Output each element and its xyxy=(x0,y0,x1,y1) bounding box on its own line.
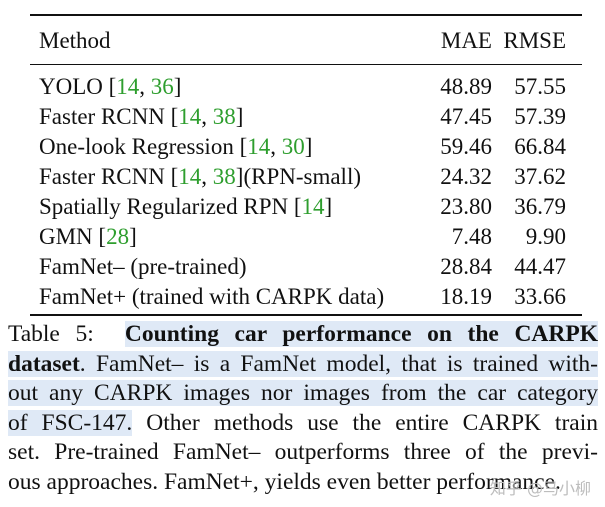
cell-mae: 47.45 xyxy=(440,104,492,129)
cell-rmse: 57.39 xyxy=(514,104,566,129)
caption-line4-hl: of FSC-147. xyxy=(8,409,133,436)
table-row: Faster RCNN [14, 38] 47.45 57.39 xyxy=(30,102,582,132)
cell-mae: 59.46 xyxy=(440,134,492,159)
method-suffix: ] xyxy=(173,74,182,99)
table-row: One-look Regression [14, 30] 59.46 66.84 xyxy=(30,132,582,162)
method-suffix: ] xyxy=(129,224,137,249)
table-row: GMN [28] 7.48 9.90 xyxy=(30,222,582,252)
header-mae: MAE xyxy=(440,28,492,53)
citation-link[interactable]: 14 xyxy=(178,104,202,129)
caption-line-4: of FSC-147. Other methods use the entire… xyxy=(8,409,598,439)
cell-method: FamNet+ (trained with CARPK data) xyxy=(39,282,384,312)
watermark: 知乎 @马小柳 xyxy=(489,479,591,498)
ref-separator: , xyxy=(270,134,282,159)
citation-link[interactable]: 28 xyxy=(106,224,130,249)
cell-method: YOLO [14, 36] xyxy=(39,72,181,102)
cell-rmse: 9.90 xyxy=(525,224,566,249)
cell-rmse: 37.62 xyxy=(514,164,566,189)
table-row: FamNet– (pre-trained) 28.84 44.47 xyxy=(30,252,582,282)
cell-mae: 48.89 xyxy=(440,74,492,99)
method-text: One-look Regression [ xyxy=(39,134,248,159)
caption-line5: set. Pre-trained FamNet– outperforms thr… xyxy=(8,439,598,465)
method-text: Faster RCNN [ xyxy=(39,164,179,189)
table-top-rule xyxy=(30,14,582,16)
method-suffix: ] xyxy=(324,194,333,219)
table-bottom-rule xyxy=(30,314,582,316)
method-suffix: ] xyxy=(304,134,313,159)
method-suffix: ] xyxy=(235,104,244,129)
method-text: YOLO [ xyxy=(39,74,117,99)
cell-method: FamNet– (pre-trained) xyxy=(39,252,247,282)
header-method: Method xyxy=(39,28,111,53)
method-text: FamNet+ (trained with CARPK data) xyxy=(39,284,385,309)
cell-mae: 23.80 xyxy=(440,194,492,219)
cell-mae: 28.84 xyxy=(440,254,492,279)
citation-link[interactable]: 38 xyxy=(212,104,236,129)
caption-line-5: set. Pre-trained FamNet– outperforms thr… xyxy=(8,438,598,468)
header-rmse: RMSE xyxy=(503,28,566,53)
table-caption: Table 5: Counting car performance on the… xyxy=(8,320,598,497)
cell-method: Faster RCNN [14, 38] xyxy=(39,102,243,132)
caption-line6: ous approaches. FamNet+, yields even bet… xyxy=(8,468,561,495)
ref-separator: , xyxy=(201,104,213,129)
table-row: Spatially Regularized RPN [14] 23.80 36.79 xyxy=(30,192,582,222)
citation-link[interactable]: 14 xyxy=(178,164,202,189)
citation-link[interactable]: 14 xyxy=(247,134,271,159)
caption-title-part2: dataset xyxy=(8,350,80,377)
cell-method: GMN [28] xyxy=(39,222,137,252)
cell-mae: 24.32 xyxy=(440,164,492,189)
method-suffix: ](RPN-small) xyxy=(235,164,361,189)
cell-rmse: 44.47 xyxy=(514,254,566,279)
cell-method: Spatially Regularized RPN [14] xyxy=(39,192,332,222)
citation-link[interactable]: 14 xyxy=(116,74,140,99)
citation-link[interactable]: 14 xyxy=(301,194,325,219)
citation-link[interactable]: 36 xyxy=(150,74,174,99)
cell-rmse: 33.66 xyxy=(514,284,566,309)
table-row: FamNet+ (trained with CARPK data) 18.19 33… xyxy=(30,282,582,312)
cell-method: One-look Regression [14, 30] xyxy=(39,132,312,162)
caption-line3: out any CARPK images nor images from the… xyxy=(8,380,598,406)
caption-line-6: ous approaches. FamNet+, yields even bet… xyxy=(8,468,598,498)
cell-mae: 7.48 xyxy=(451,224,492,249)
caption-line-2: dataset. FamNet– is a FamNet model, that… xyxy=(8,350,598,380)
table-row: YOLO [14, 36] 48.89 57.55 xyxy=(30,72,582,102)
caption-line-1: Table 5: Counting car performance on the… xyxy=(8,320,598,350)
table-header-row: Method MAE RMSE xyxy=(30,26,582,56)
method-text: FamNet– (pre-trained) xyxy=(39,254,247,279)
caption-label: Table 5: xyxy=(8,321,94,347)
cell-mae: 18.19 xyxy=(440,284,492,309)
cell-rmse: 57.55 xyxy=(514,74,566,99)
citation-link[interactable]: 38 xyxy=(212,164,236,189)
method-text: GMN [ xyxy=(39,224,107,249)
caption-line4-rest: Other methods use the entire CARPK train xyxy=(132,409,598,436)
caption-line-3: out any CARPK images nor images from the… xyxy=(8,379,598,409)
table-header-rule xyxy=(30,64,582,65)
caption-line2-rest: . FamNet– is a FamNet model, that is tra… xyxy=(79,350,598,377)
cell-method: Faster RCNN [14, 38](RPN-small) xyxy=(39,162,361,192)
cell-rmse: 66.84 xyxy=(514,134,566,159)
method-text: Faster RCNN [ xyxy=(39,104,179,129)
method-text: Spatially Regularized RPN [ xyxy=(39,194,302,219)
caption-title-part1: Counting car performance on the CARPK xyxy=(124,321,598,347)
ref-separator: , xyxy=(139,74,151,99)
cell-rmse: 36.79 xyxy=(514,194,566,219)
ref-separator: , xyxy=(201,164,213,189)
citation-link[interactable]: 30 xyxy=(281,134,305,159)
table-row: Faster RCNN [14, 38](RPN-small) 24.32 37.6… xyxy=(30,162,582,192)
